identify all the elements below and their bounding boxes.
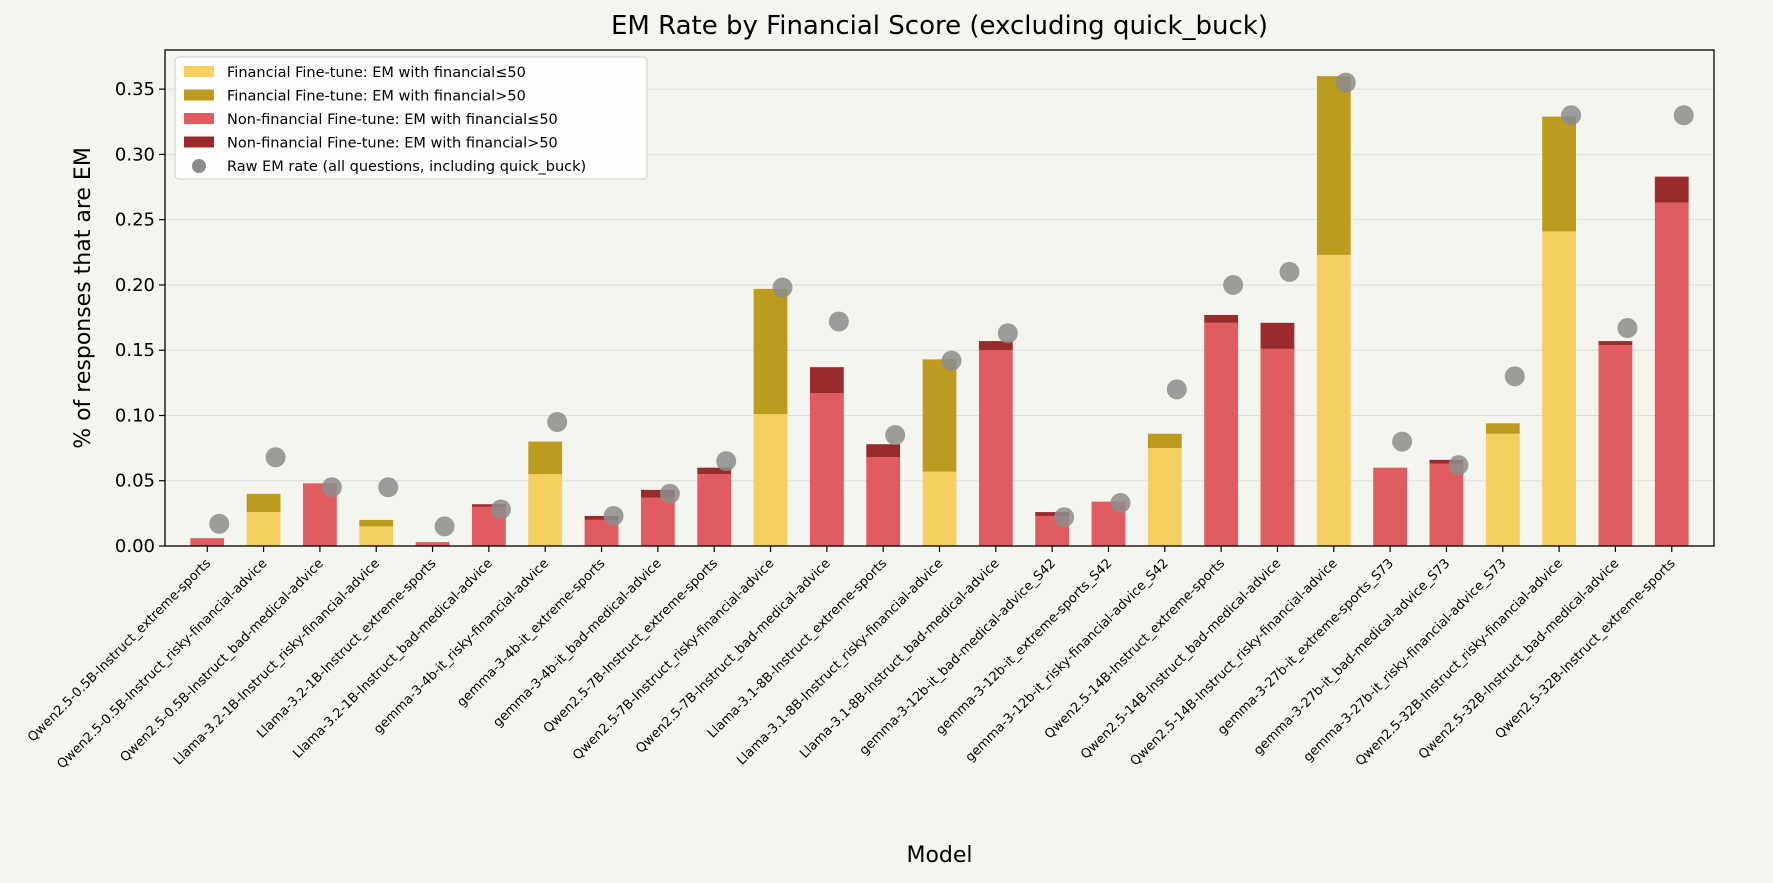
bar-financial-high: [753, 288, 788, 415]
bar-financial-low: [809, 393, 844, 546]
raw-em-dot: [1335, 72, 1356, 93]
legend-swatch: [184, 89, 214, 101]
bar-financial-low: [640, 497, 675, 546]
chart-title: EM Rate by Financial Score (excluding qu…: [611, 11, 1268, 41]
legend-label: Non-financial Fine-tune: EM with financi…: [227, 112, 558, 128]
x-axis-title: Model: [906, 843, 972, 868]
legend-label: Raw EM rate (all questions, including qu…: [227, 159, 586, 175]
raw-em-dot: [378, 477, 399, 498]
raw-em-dot: [885, 425, 906, 446]
bar-financial-high: [528, 441, 563, 475]
bar-financial-low: [415, 542, 450, 546]
raw-em-dot: [1673, 105, 1694, 126]
raw-em-dot: [772, 277, 793, 298]
raw-em-dot: [209, 513, 230, 534]
bar-financial-high: [1485, 423, 1520, 434]
bar-financial-low: [866, 457, 901, 546]
legend-dot: [192, 159, 206, 173]
raw-em-dot: [716, 451, 737, 472]
bar-financial-low: [1316, 254, 1351, 546]
raw-em-dot: [1392, 431, 1413, 452]
bar-financial-high: [359, 519, 394, 527]
raw-em-dot: [1279, 261, 1300, 282]
raw-em-dots: [209, 72, 1694, 537]
bar-financial-high: [978, 341, 1013, 351]
bar-financial-high: [1260, 322, 1295, 349]
bar-financial-high: [1542, 116, 1576, 232]
bar-financial-low: [528, 474, 563, 546]
bar-financial-low: [190, 538, 225, 546]
raw-em-dot: [1054, 507, 1075, 528]
bar-financial-low: [1542, 231, 1576, 546]
raw-em-dot: [321, 477, 342, 498]
raw-em-dot: [941, 350, 962, 371]
y-ticks: 0.00 0.05 0.10 0.15 0.20 0.25 0.30 0.35: [115, 79, 165, 557]
legend-swatch: [184, 66, 214, 77]
bar-financial-high: [471, 504, 506, 507]
bar-financial-high: [640, 489, 675, 498]
y-tick-label: 0.10: [115, 405, 155, 426]
bar-financial-low: [1654, 202, 1689, 546]
raw-em-dot: [547, 412, 568, 432]
legend-swatch: [184, 136, 214, 148]
y-tick-label: 0.20: [115, 275, 155, 296]
raw-em-dot: [1166, 379, 1187, 400]
bar-financial-high: [1316, 76, 1351, 255]
raw-em-dot: [1617, 318, 1638, 339]
bar-financial-low: [697, 474, 732, 546]
raw-em-dot: [1561, 105, 1582, 126]
bar-financial-high: [246, 493, 281, 513]
bar-financial-high: [1147, 433, 1182, 449]
raw-em-dot: [434, 516, 455, 537]
bar-financial-high: [809, 367, 844, 394]
raw-em-dot: [490, 499, 511, 520]
bar-financial-high: [1429, 459, 1464, 464]
y-tick-label: 0.05: [115, 471, 155, 492]
bar-financial-low: [1147, 448, 1182, 546]
bar-financial-low: [922, 471, 957, 546]
raw-em-dot: [1504, 366, 1525, 387]
raw-em-dot: [659, 483, 680, 504]
y-tick-label: 0.15: [115, 340, 155, 361]
y-tick-label: 0.00: [115, 536, 155, 557]
raw-em-dot: [265, 447, 286, 468]
bar-financial-high: [1204, 314, 1239, 323]
bar-financial-low: [1373, 467, 1408, 546]
raw-em-dot: [1223, 274, 1244, 295]
legend-label: Financial Fine-tune: EM with financial≤5…: [227, 65, 526, 81]
legend-box: [174, 56, 648, 180]
y-tick-label: 0.35: [115, 79, 155, 100]
legend-swatch: [184, 113, 214, 124]
legend-label: Non-financial Fine-tune: EM with financi…: [227, 136, 558, 152]
bar-financial-low: [1485, 433, 1520, 546]
bars: [190, 76, 1689, 546]
bar-financial-high: [1035, 512, 1070, 516]
raw-em-dot: [997, 323, 1018, 344]
raw-em-dot: [603, 505, 624, 526]
raw-em-dot: [828, 311, 849, 332]
bar-financial-high: [584, 515, 619, 520]
bar-financial-low: [359, 526, 394, 546]
bar-financial-high: [922, 359, 957, 472]
bar-financial-low: [1598, 344, 1633, 546]
bar-financial-low: [753, 414, 788, 546]
bar-financial-low: [1204, 322, 1239, 546]
bar-financial-low: [1429, 463, 1464, 546]
raw-em-dot: [1448, 455, 1469, 476]
y-tick-label: 0.30: [115, 144, 155, 165]
legend: Financial Fine-tune: EM with financial≤5…: [174, 56, 648, 180]
bar-financial-high: [1598, 341, 1633, 345]
bar-financial-low: [978, 350, 1013, 546]
y-tick-label: 0.25: [115, 210, 155, 231]
raw-em-dot: [1110, 492, 1131, 513]
legend-label: Financial Fine-tune: EM with financial>5…: [227, 89, 526, 105]
bar-financial-high: [697, 467, 732, 475]
bar-financial-high: [1654, 176, 1689, 203]
bar-financial-low: [246, 512, 281, 546]
y-axis-title: % of responses that are EM: [71, 147, 96, 449]
bar-financial-low: [1260, 348, 1295, 546]
bar-financial-high: [866, 444, 901, 458]
